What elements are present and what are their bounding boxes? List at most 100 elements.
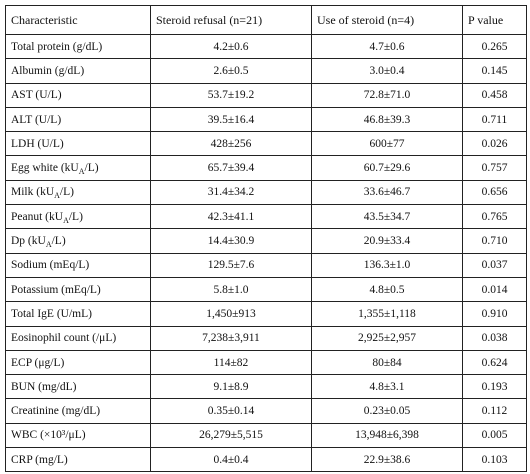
value-cell: 0.005 [462,422,527,449]
value-cell: 0.711 [462,106,527,133]
subscript: A [78,167,85,177]
header-cell: P value [462,5,527,35]
value-cell: 4.8±0.5 [311,276,463,303]
table-row: CRP (mg/L) 0.4±0.4 22.9±38.6 0.103 [5,447,527,473]
value-cell: 0.624 [462,349,527,376]
table-row: Sodium (mEq/L) 129.5±7.6 136.3±1.0 0.037 [5,252,527,278]
table-row: LDH (U/L) 428±256 600±77 0.026 [5,131,527,157]
value-cell: 0.757 [462,155,527,181]
subscript: A [45,240,52,250]
subscript: A [63,215,69,225]
value-cell: 20.9±33.4 [311,228,463,254]
table-row: BUN (mg/dL) 9.1±8.9 4.8±3.1 0.193 [5,374,527,400]
label-part: /L) [51,235,66,248]
value-cell: 0.765 [462,204,527,230]
value-cell: 53.7±19.2 [150,82,312,108]
row-label: LDH (U/L) [5,131,151,157]
value-cell: 26,279±5,515 [150,422,312,449]
row-label: AST (U/L) [5,82,151,108]
header-cell: Use of steroid (n=4) [311,5,463,35]
value-cell: 14.4±30.9 [150,228,312,254]
row-label: Dp (kUA/L) [5,228,151,254]
value-cell: 428±256 [150,131,312,157]
label-part: Egg white (kU [11,162,79,175]
value-cell: 33.6±46.7 [311,179,463,206]
table-row: Egg white (kUA/L) 65.7±39.4 60.7±29.6 0.757 [5,155,527,181]
value-cell: 0.4±0.4 [150,447,312,473]
table-row: Potassium (mEq/L) 5.8±1.0 4.8±0.5 0.014 [5,276,527,303]
table-row: Creatinine (mg/dL) 0.35±0.14 0.23±0.05 0.11… [5,398,527,424]
value-cell: 22.9±38.6 [311,447,463,473]
table-row: Milk (kUA/L) 31.4±34.2 33.6±46.7 0.656 [5,179,527,206]
value-cell: 2,925±2,957 [311,325,463,351]
row-label: WBC (×10³/μL) [5,422,151,449]
row-label: CRP (mg/L) [5,447,151,473]
value-cell: 0.23±0.05 [311,398,463,424]
row-label: Eosinophil count (/μL) [5,325,151,351]
header-row: Characteristic Steroid refusal (n=21) Use … [5,5,527,35]
value-cell: 2.6±0.5 [150,58,312,84]
value-cell: 1,355±1,118 [311,301,463,327]
row-label: Albumin (g/dL) [5,58,151,84]
value-cell: 0.026 [462,131,527,157]
value-cell: 0.038 [462,325,527,351]
value-cell: 39.5±16.4 [150,106,312,133]
value-cell: 114±82 [150,349,312,376]
row-label: Peanut (kUA/L) [5,204,151,230]
value-cell: 600±77 [311,131,463,157]
value-cell: 0.112 [462,398,527,424]
value-cell: 129.5±7.6 [150,252,312,278]
value-cell: 80±84 [311,349,463,376]
label-part: /L) [84,162,99,175]
row-label: Egg white (kUA/L) [5,155,151,181]
value-cell: 43.5±34.7 [311,204,463,230]
value-cell: 0.35±0.14 [150,398,312,424]
row-label: ECP (μg/L) [5,349,151,376]
data-table: Characteristic Steroid refusal (n=21) Use … [5,5,527,473]
value-cell: 0.656 [462,179,527,206]
value-cell: 5.8±1.0 [150,276,312,303]
value-cell: 4.2±0.6 [150,33,312,60]
table-row: Total IgE (U/mL) 1,450±913 1,355±1,118 0.91… [5,301,527,327]
value-cell: 4.8±3.1 [311,374,463,400]
value-cell: 0.145 [462,58,527,84]
label-part: /L) [68,210,83,223]
value-cell: 46.8±39.3 [311,106,463,133]
subscript: A [54,191,60,201]
table-row: ALT (U/L) 39.5±16.4 46.8±39.3 0.711 [5,106,527,133]
table-row: Eosinophil count (/μL) 7,238±3,911 2,925±2… [5,325,527,351]
value-cell: 42.3±41.1 [150,204,312,230]
table-row: Peanut (kUA/L) 42.3±41.1 43.5±34.7 0.765 [5,204,527,230]
label-part: Peanut (kU [11,210,64,223]
value-cell: 136.3±1.0 [311,252,463,278]
value-cell: 0.037 [462,252,527,278]
value-cell: 9.1±8.9 [150,374,312,400]
row-label: Sodium (mEq/L) [5,252,151,278]
value-cell: 3.0±0.4 [311,58,463,84]
row-label: Milk (kUA/L) [5,179,151,206]
row-label: Total protein (g/dL) [5,33,151,60]
table-row: WBC (×10³/μL) 26,279±5,515 13,948±6,398 0.0… [5,422,527,449]
value-cell: 0.265 [462,33,527,60]
value-cell: 0.103 [462,447,527,473]
value-cell: 0.910 [462,301,527,327]
value-cell: 65.7±39.4 [150,155,312,181]
row-label: Total IgE (U/mL) [5,301,151,327]
table-row: AST (U/L) 53.7±19.2 72.8±71.0 0.458 [5,82,527,108]
table-row: ECP (μg/L) 114±82 80±84 0.624 [5,349,527,376]
value-cell: 31.4±34.2 [150,179,312,206]
row-label: Potassium (mEq/L) [5,276,151,303]
row-label: Creatinine (mg/dL) [5,398,151,424]
row-label: BUN (mg/dL) [5,374,151,400]
value-cell: 0.193 [462,374,527,400]
table-row: Total protein (g/dL) 4.2±0.6 4.7±0.6 0.265 [5,33,527,60]
label-part: /L) [59,186,74,199]
value-cell: 0.014 [462,276,527,303]
value-cell: 4.7±0.6 [311,33,463,60]
value-cell: 7,238±3,911 [150,325,312,351]
value-cell: 0.710 [462,228,527,254]
value-cell: 72.8±71.0 [311,82,463,108]
value-cell: 1,450±913 [150,301,312,327]
value-cell: 0.458 [462,82,527,108]
